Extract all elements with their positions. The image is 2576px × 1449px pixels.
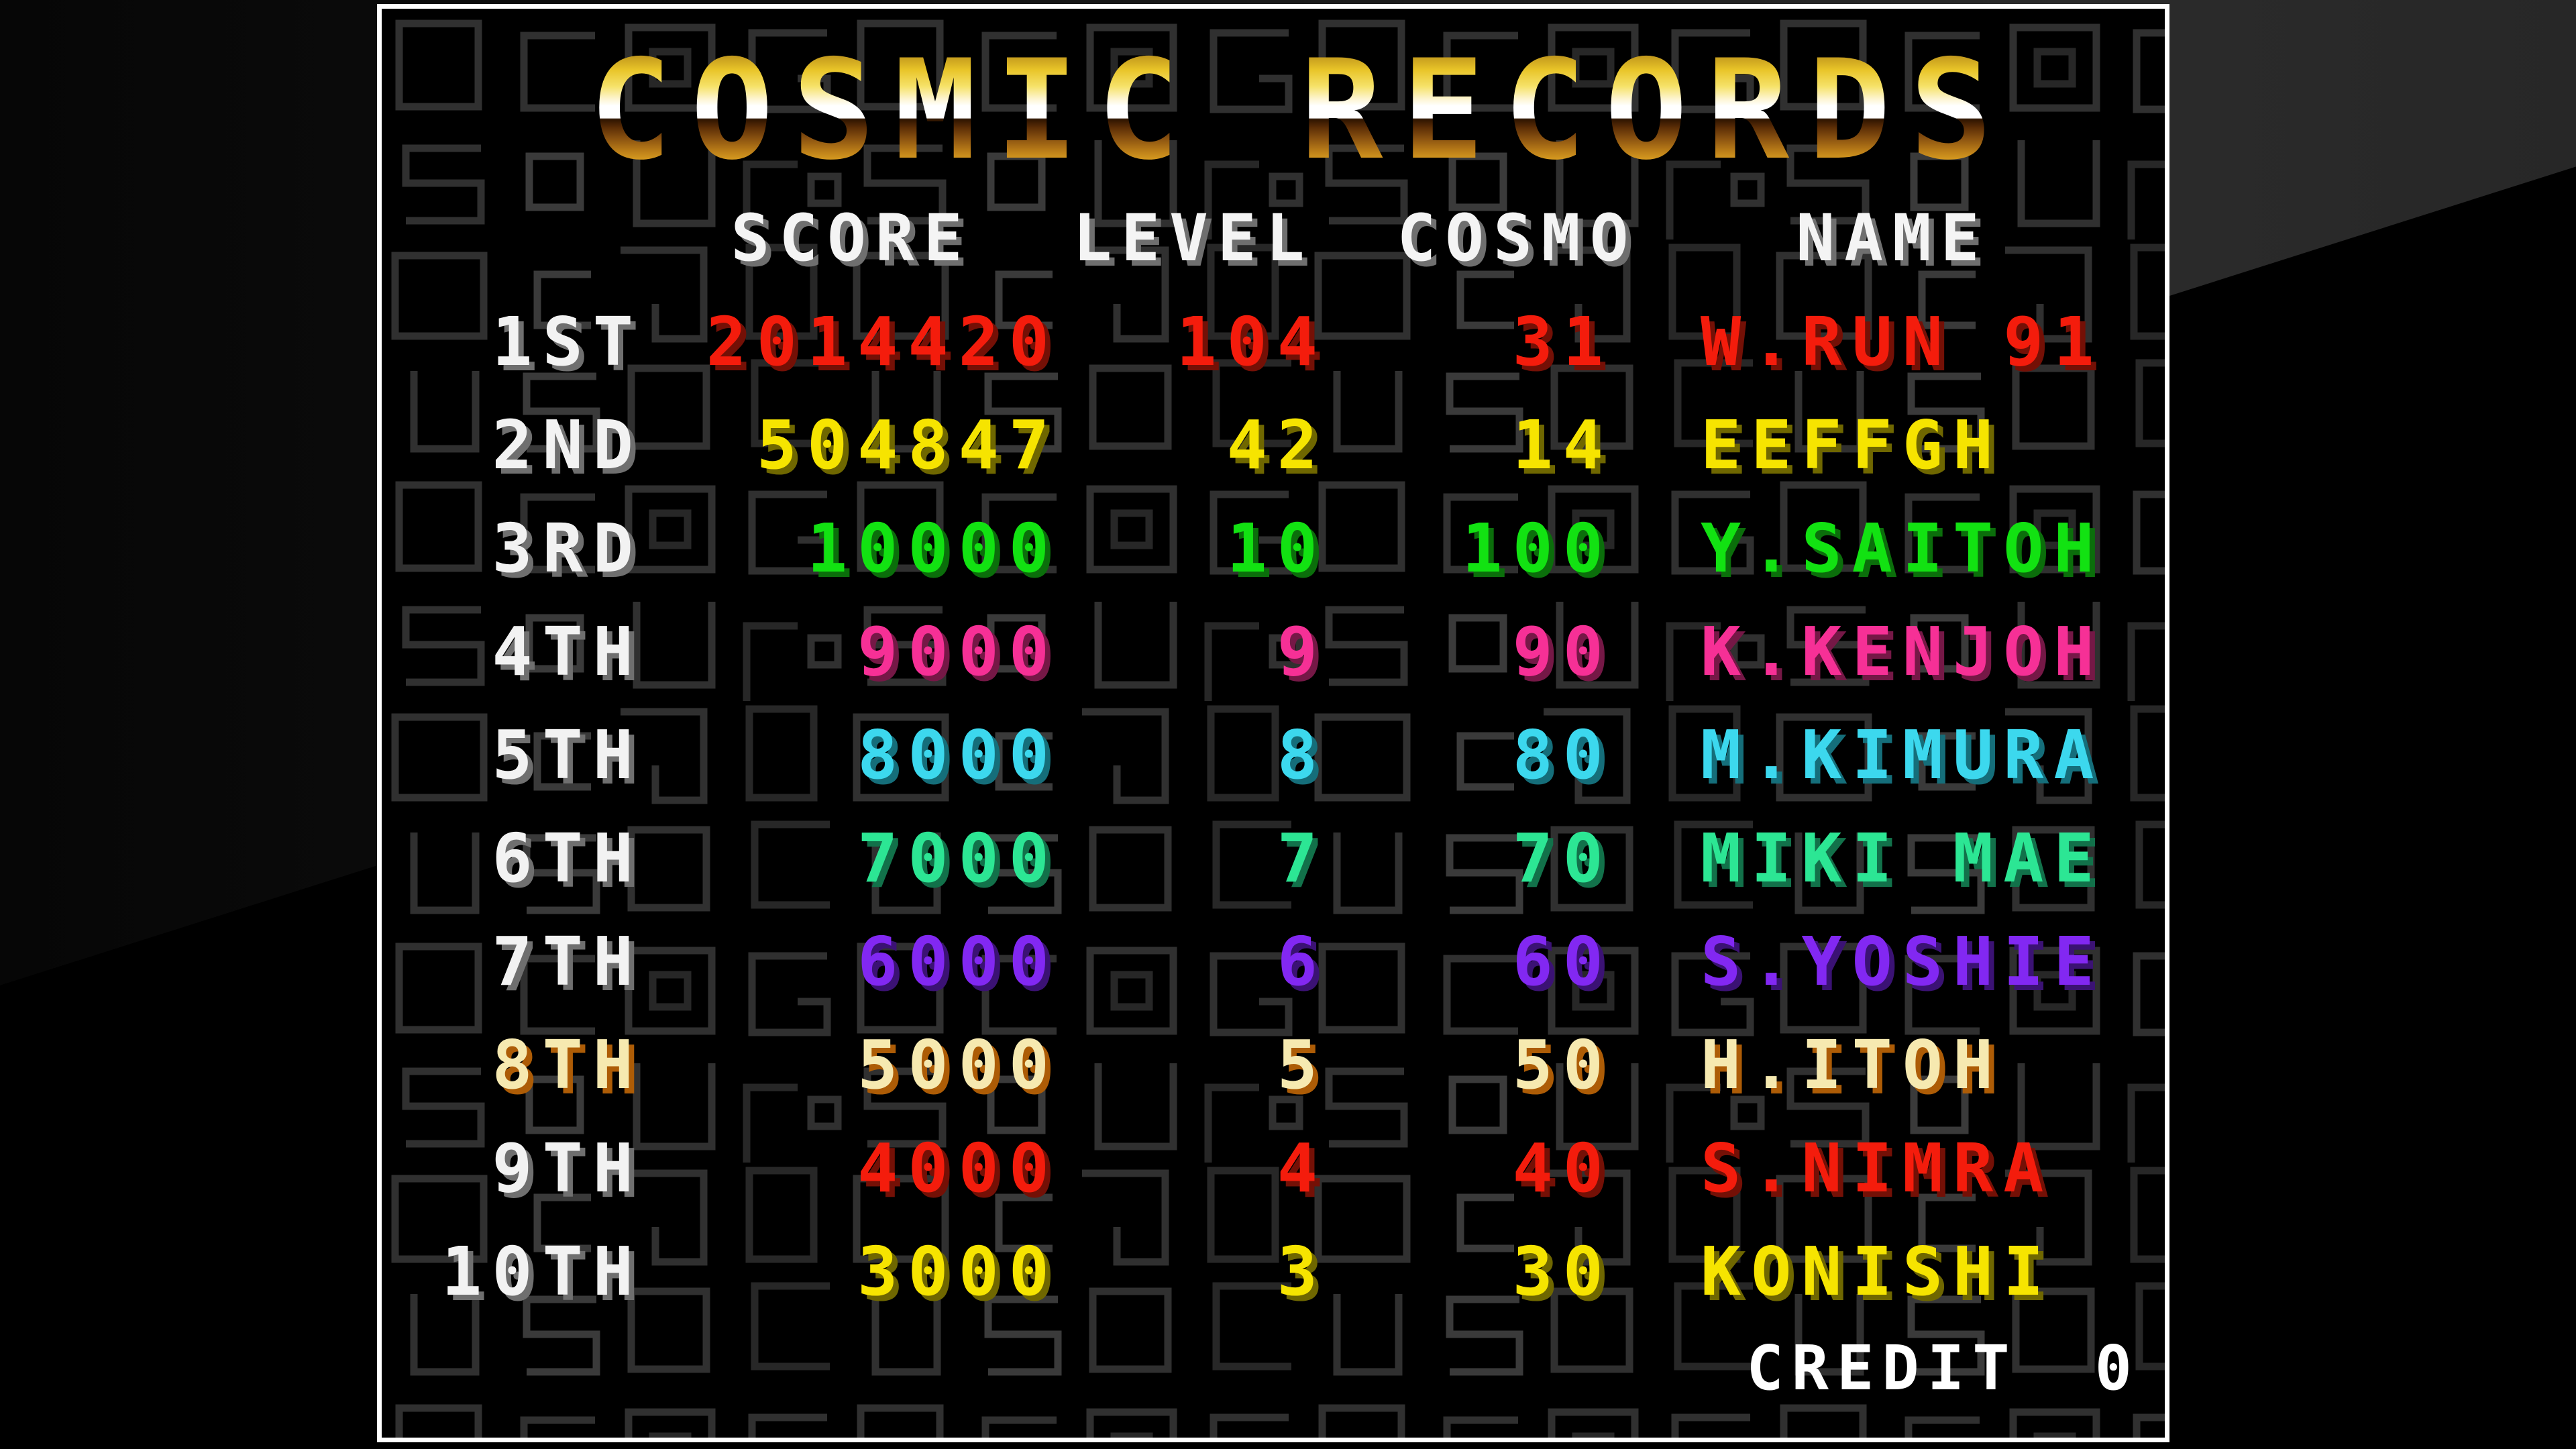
cosmo-value: 40 bbox=[1512, 1129, 1613, 1208]
level-value: 3 bbox=[1277, 1232, 1328, 1311]
player-name: H.ITOH bbox=[1701, 1026, 2004, 1104]
rank-label: 7TH bbox=[492, 922, 643, 1001]
player-name: MIKI MAE bbox=[1701, 819, 2104, 898]
column-header-name: NAME bbox=[1796, 201, 1989, 276]
rank-label: 2ND bbox=[492, 406, 643, 484]
cosmo-value: 90 bbox=[1512, 612, 1613, 691]
score-row-4th: 4TH 9000 9 90 K.KENJOH bbox=[382, 600, 2165, 704]
player-name: KONISHI bbox=[1701, 1232, 2054, 1311]
player-name: S.NIMRA bbox=[1701, 1129, 2054, 1208]
score-value: 9000 bbox=[857, 612, 1059, 691]
cosmo-value: 31 bbox=[1512, 303, 1613, 381]
rank-label: 5TH bbox=[492, 716, 643, 794]
level-value: 9 bbox=[1277, 612, 1328, 691]
player-name: EEFFGH bbox=[1701, 406, 2004, 484]
score-row-5th: 5TH 8000 8 80 M.KIMURA bbox=[382, 704, 2165, 807]
level-value: 42 bbox=[1226, 406, 1328, 484]
level-value: 4 bbox=[1277, 1129, 1328, 1208]
score-row-1st: 1ST 2014420 104 31 W.RUN 91 bbox=[382, 290, 2165, 394]
credit-value: 0 bbox=[2094, 1332, 2140, 1404]
score-table: 1ST 2014420 104 31 W.RUN 91 2ND 504847 4… bbox=[382, 290, 2165, 1324]
column-headers: SCORE LEVEL COSMO NAME bbox=[382, 205, 2165, 272]
column-header-level: LEVEL bbox=[1073, 201, 1314, 276]
score-value: 2014420 bbox=[706, 303, 1059, 381]
score-value: 5000 bbox=[857, 1026, 1059, 1104]
score-value: 7000 bbox=[857, 819, 1059, 898]
score-row-6th: 6TH 7000 7 70 MIKI MAE bbox=[382, 807, 2165, 910]
player-name: K.KENJOH bbox=[1701, 612, 2104, 691]
score-value: 3000 bbox=[857, 1232, 1059, 1311]
cosmo-value: 100 bbox=[1462, 509, 1613, 588]
level-value: 8 bbox=[1277, 716, 1328, 794]
scoreboard: COSMIC RECORDS SCORE LEVEL COSMO NAME 1S… bbox=[382, 9, 2165, 1438]
score-value: 6000 bbox=[857, 922, 1059, 1001]
score-row-3rd: 3RD 10000 10 100 Y.SAITOH bbox=[382, 497, 2165, 600]
level-value: 104 bbox=[1176, 303, 1328, 381]
score-row-7th: 7TH 6000 6 60 S.YOSHIE bbox=[382, 910, 2165, 1014]
score-value: 504847 bbox=[756, 406, 1059, 484]
cosmo-value: 50 bbox=[1512, 1026, 1613, 1104]
cosmo-value: 30 bbox=[1512, 1232, 1613, 1311]
level-value: 5 bbox=[1277, 1026, 1328, 1104]
player-name: S.YOSHIE bbox=[1701, 922, 2104, 1001]
cosmo-value: 80 bbox=[1512, 716, 1613, 794]
rank-label: 3RD bbox=[492, 509, 643, 588]
column-header-cosmo: COSMO bbox=[1397, 201, 1638, 276]
cosmo-value: 60 bbox=[1512, 922, 1613, 1001]
score-row-2nd: 2ND 504847 42 14 EEFFGH bbox=[382, 394, 2165, 497]
rank-label: 9TH bbox=[492, 1129, 643, 1208]
score-value: 4000 bbox=[857, 1129, 1059, 1208]
score-row-8th: 8TH 5000 5 50 H.ITOH bbox=[382, 1014, 2165, 1117]
player-name: M.KIMURA bbox=[1701, 716, 2104, 794]
rank-label: 6TH bbox=[492, 819, 643, 898]
rank-label: 4TH bbox=[492, 612, 643, 691]
player-name: Y.SAITOH bbox=[1701, 509, 2104, 588]
credit-label: CREDIT bbox=[1746, 1332, 2018, 1404]
maze-background bbox=[382, 9, 2165, 1438]
game-screen: COSMIC RECORDS SCORE LEVEL COSMO NAME 1S… bbox=[377, 4, 2169, 1442]
rank-label: 10TH bbox=[441, 1232, 643, 1311]
player-name: W.RUN 91 bbox=[1701, 303, 2104, 381]
score-value: 10000 bbox=[806, 509, 1059, 588]
rank-label: 8TH bbox=[492, 1026, 643, 1104]
rank-label: 1ST bbox=[492, 303, 643, 381]
game-title: COSMIC RECORDS bbox=[409, 42, 2192, 180]
credit-indicator: CREDIT 0 bbox=[1746, 1332, 2140, 1405]
score-value: 8000 bbox=[857, 716, 1059, 794]
column-header-score: SCORE bbox=[731, 201, 972, 276]
level-value: 7 bbox=[1277, 819, 1328, 898]
cosmo-value: 70 bbox=[1512, 819, 1613, 898]
level-value: 6 bbox=[1277, 922, 1328, 1001]
cosmo-value: 14 bbox=[1512, 406, 1613, 484]
score-row-9th: 9TH 4000 4 40 S.NIMRA bbox=[382, 1117, 2165, 1220]
level-value: 10 bbox=[1226, 509, 1328, 588]
score-row-10th: 10TH 3000 3 30 KONISHI bbox=[382, 1220, 2165, 1324]
